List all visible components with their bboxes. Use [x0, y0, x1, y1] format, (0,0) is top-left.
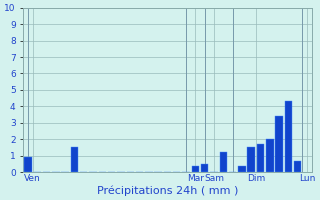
X-axis label: Précipitations 24h ( mm ): Précipitations 24h ( mm ): [97, 185, 238, 196]
Bar: [238, 166, 246, 172]
Bar: [276, 116, 283, 172]
Bar: [294, 161, 301, 172]
Bar: [257, 144, 264, 172]
Bar: [201, 164, 208, 172]
Bar: [192, 166, 199, 172]
Bar: [285, 101, 292, 172]
Bar: [266, 139, 274, 172]
Bar: [220, 152, 227, 172]
Bar: [71, 147, 78, 172]
Bar: [247, 147, 255, 172]
Bar: [24, 157, 32, 172]
